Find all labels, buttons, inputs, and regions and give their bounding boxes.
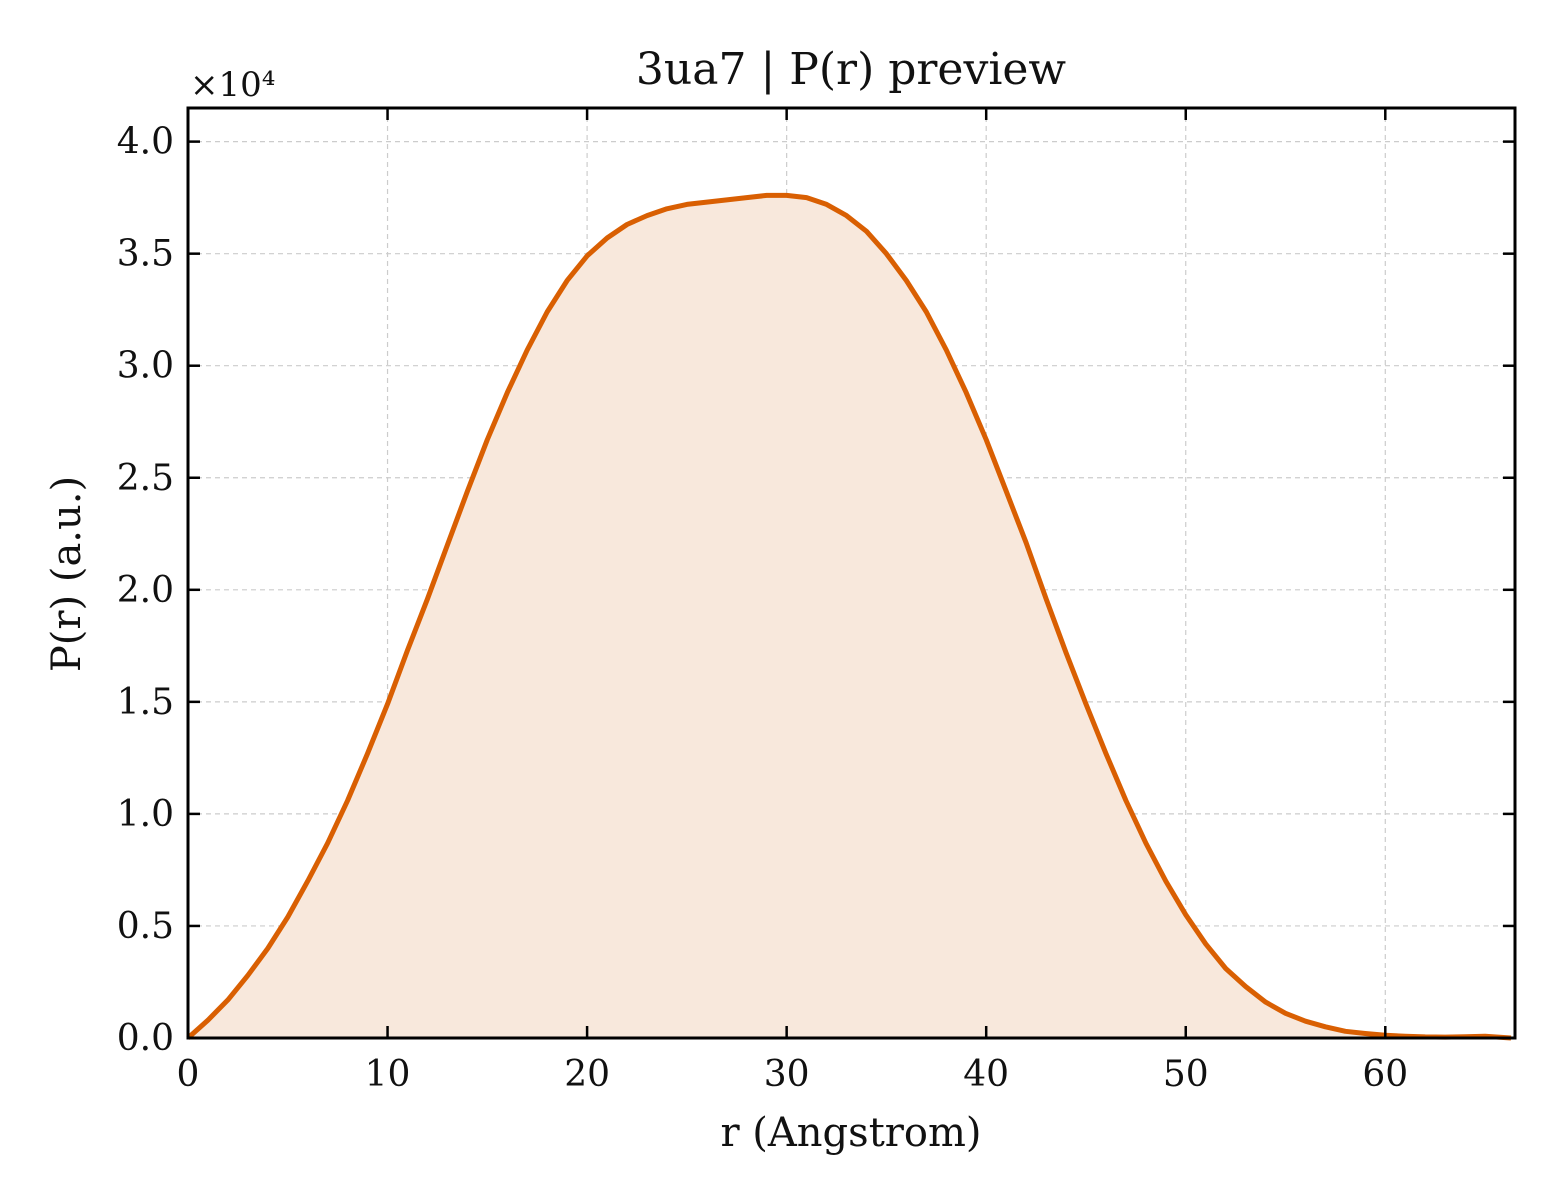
y-tick-label: 0.0 (117, 1018, 174, 1059)
area-fill (188, 195, 1511, 1038)
y-axis-title: P(r) (a.u.) (44, 476, 90, 672)
y-tick-label: 1.5 (117, 682, 174, 723)
y-tick-label: 4.0 (117, 122, 174, 163)
y-tick-label: 3.0 (117, 346, 174, 387)
x-tick-label: 50 (1163, 1054, 1209, 1095)
axis-ticks: 0 10 20 30 40 50 60 0.0 0.5 1.0 1.5 2.0 2.5 3.0 3.5 4.0 (117, 108, 1515, 1095)
x-tick-label: 60 (1362, 1054, 1408, 1095)
x-tick-label: 0 (177, 1054, 200, 1095)
x-axis-title: r (Angstrom) (720, 1110, 981, 1156)
x-tick-label: 30 (764, 1054, 810, 1095)
y-tick-label: 2.0 (117, 570, 174, 611)
x-tick-label: 20 (564, 1054, 610, 1095)
y-tick-label: 3.5 (117, 234, 174, 275)
x-tick-label: 40 (963, 1054, 1009, 1095)
y-tick-label: 2.5 (117, 458, 174, 499)
pr-curve-line (186, 192, 1512, 1041)
y-tick-label: 0.5 (117, 906, 174, 947)
chart-title: 3ua7 | P(r) preview (636, 44, 1067, 95)
y-scale-label: ×10⁴ (190, 65, 275, 105)
y-tick-label: 1.0 (117, 794, 174, 835)
plot-frame (186, 106, 1517, 1040)
x-tick-label: 10 (365, 1054, 411, 1095)
